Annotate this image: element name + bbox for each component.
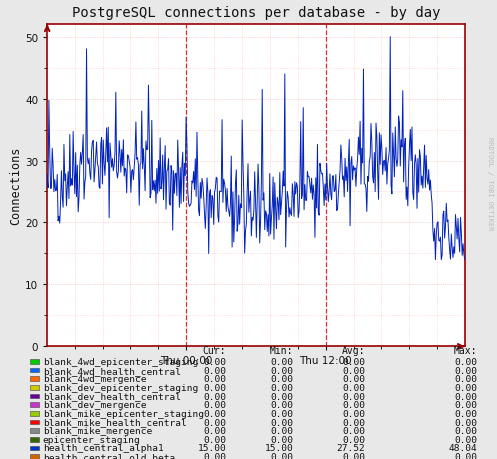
Text: epicenter_staging: epicenter_staging bbox=[43, 435, 141, 444]
Text: blank_4wd_epicenter_staging: blank_4wd_epicenter_staging bbox=[43, 357, 198, 366]
Text: 0.00: 0.00 bbox=[203, 400, 226, 409]
Text: 0.00: 0.00 bbox=[270, 435, 293, 444]
Text: 0.00: 0.00 bbox=[203, 409, 226, 418]
Text: 0.00: 0.00 bbox=[342, 400, 365, 409]
Text: health_central_alpha1: health_central_alpha1 bbox=[43, 443, 164, 453]
Text: 27.52: 27.52 bbox=[336, 443, 365, 453]
Text: blank_mike_mergence: blank_mike_mergence bbox=[43, 426, 152, 435]
Text: 15.00: 15.00 bbox=[264, 443, 293, 453]
Text: 48.04: 48.04 bbox=[448, 443, 477, 453]
Text: 0.00: 0.00 bbox=[270, 357, 293, 366]
Y-axis label: Connections: Connections bbox=[9, 147, 22, 225]
Text: 0.00: 0.00 bbox=[454, 383, 477, 392]
Text: 0.00: 0.00 bbox=[203, 452, 226, 459]
Text: blank_4wd_mergence: blank_4wd_mergence bbox=[43, 375, 146, 383]
Text: Avg:: Avg: bbox=[342, 346, 365, 355]
Text: Min:: Min: bbox=[270, 346, 293, 355]
Text: 0.00: 0.00 bbox=[454, 409, 477, 418]
Text: 0.00: 0.00 bbox=[454, 400, 477, 409]
Text: 0.00: 0.00 bbox=[342, 452, 365, 459]
Text: blank_mike_epicenter_staging: blank_mike_epicenter_staging bbox=[43, 409, 204, 418]
Text: 0.00: 0.00 bbox=[203, 435, 226, 444]
Text: blank_dev_mergence: blank_dev_mergence bbox=[43, 400, 146, 409]
Text: 0.00: 0.00 bbox=[454, 418, 477, 426]
Text: 0.00: 0.00 bbox=[342, 392, 365, 401]
Text: 0.00: 0.00 bbox=[270, 426, 293, 435]
Text: blank_dev_health_central: blank_dev_health_central bbox=[43, 392, 181, 401]
Text: 0.00: 0.00 bbox=[454, 426, 477, 435]
Text: 0.00: 0.00 bbox=[203, 357, 226, 366]
Text: blank_4wd_health_central: blank_4wd_health_central bbox=[43, 366, 181, 375]
Text: 0.00: 0.00 bbox=[203, 418, 226, 426]
Text: 0.00: 0.00 bbox=[270, 400, 293, 409]
Text: 0.00: 0.00 bbox=[203, 392, 226, 401]
Text: 0.00: 0.00 bbox=[270, 418, 293, 426]
Text: 0.00: 0.00 bbox=[203, 383, 226, 392]
Text: 0.00: 0.00 bbox=[270, 366, 293, 375]
Text: RRDTOOL / TOBI OETIKER: RRDTOOL / TOBI OETIKER bbox=[487, 137, 493, 230]
Text: 0.00: 0.00 bbox=[454, 435, 477, 444]
Text: 0.00: 0.00 bbox=[342, 375, 365, 383]
Text: blank_mike_health_central: blank_mike_health_central bbox=[43, 418, 186, 426]
Text: 0.00: 0.00 bbox=[203, 426, 226, 435]
Text: 0.00: 0.00 bbox=[270, 452, 293, 459]
Text: 0.00: 0.00 bbox=[203, 375, 226, 383]
Text: 0.00: 0.00 bbox=[270, 383, 293, 392]
Text: health_central_old_beta: health_central_old_beta bbox=[43, 452, 175, 459]
Text: 0.00: 0.00 bbox=[454, 366, 477, 375]
Title: PostgreSQL connections per database - by day: PostgreSQL connections per database - by… bbox=[72, 6, 440, 20]
Text: 0.00: 0.00 bbox=[454, 452, 477, 459]
Text: 0.00: 0.00 bbox=[342, 357, 365, 366]
Text: blank_dev_epicenter_staging: blank_dev_epicenter_staging bbox=[43, 383, 198, 392]
Text: 0.00: 0.00 bbox=[342, 435, 365, 444]
Text: Cur:: Cur: bbox=[203, 346, 226, 355]
Text: 0.00: 0.00 bbox=[203, 366, 226, 375]
Text: 0.00: 0.00 bbox=[454, 375, 477, 383]
Text: 0.00: 0.00 bbox=[342, 409, 365, 418]
Text: 0.00: 0.00 bbox=[270, 375, 293, 383]
Text: 0.00: 0.00 bbox=[342, 418, 365, 426]
Text: Max:: Max: bbox=[454, 346, 477, 355]
Text: 15.00: 15.00 bbox=[197, 443, 226, 453]
Text: 0.00: 0.00 bbox=[454, 392, 477, 401]
Text: 0.00: 0.00 bbox=[342, 383, 365, 392]
Text: 0.00: 0.00 bbox=[342, 426, 365, 435]
Text: 0.00: 0.00 bbox=[454, 357, 477, 366]
Text: 0.00: 0.00 bbox=[270, 409, 293, 418]
Text: 0.00: 0.00 bbox=[270, 392, 293, 401]
Text: 0.00: 0.00 bbox=[342, 366, 365, 375]
